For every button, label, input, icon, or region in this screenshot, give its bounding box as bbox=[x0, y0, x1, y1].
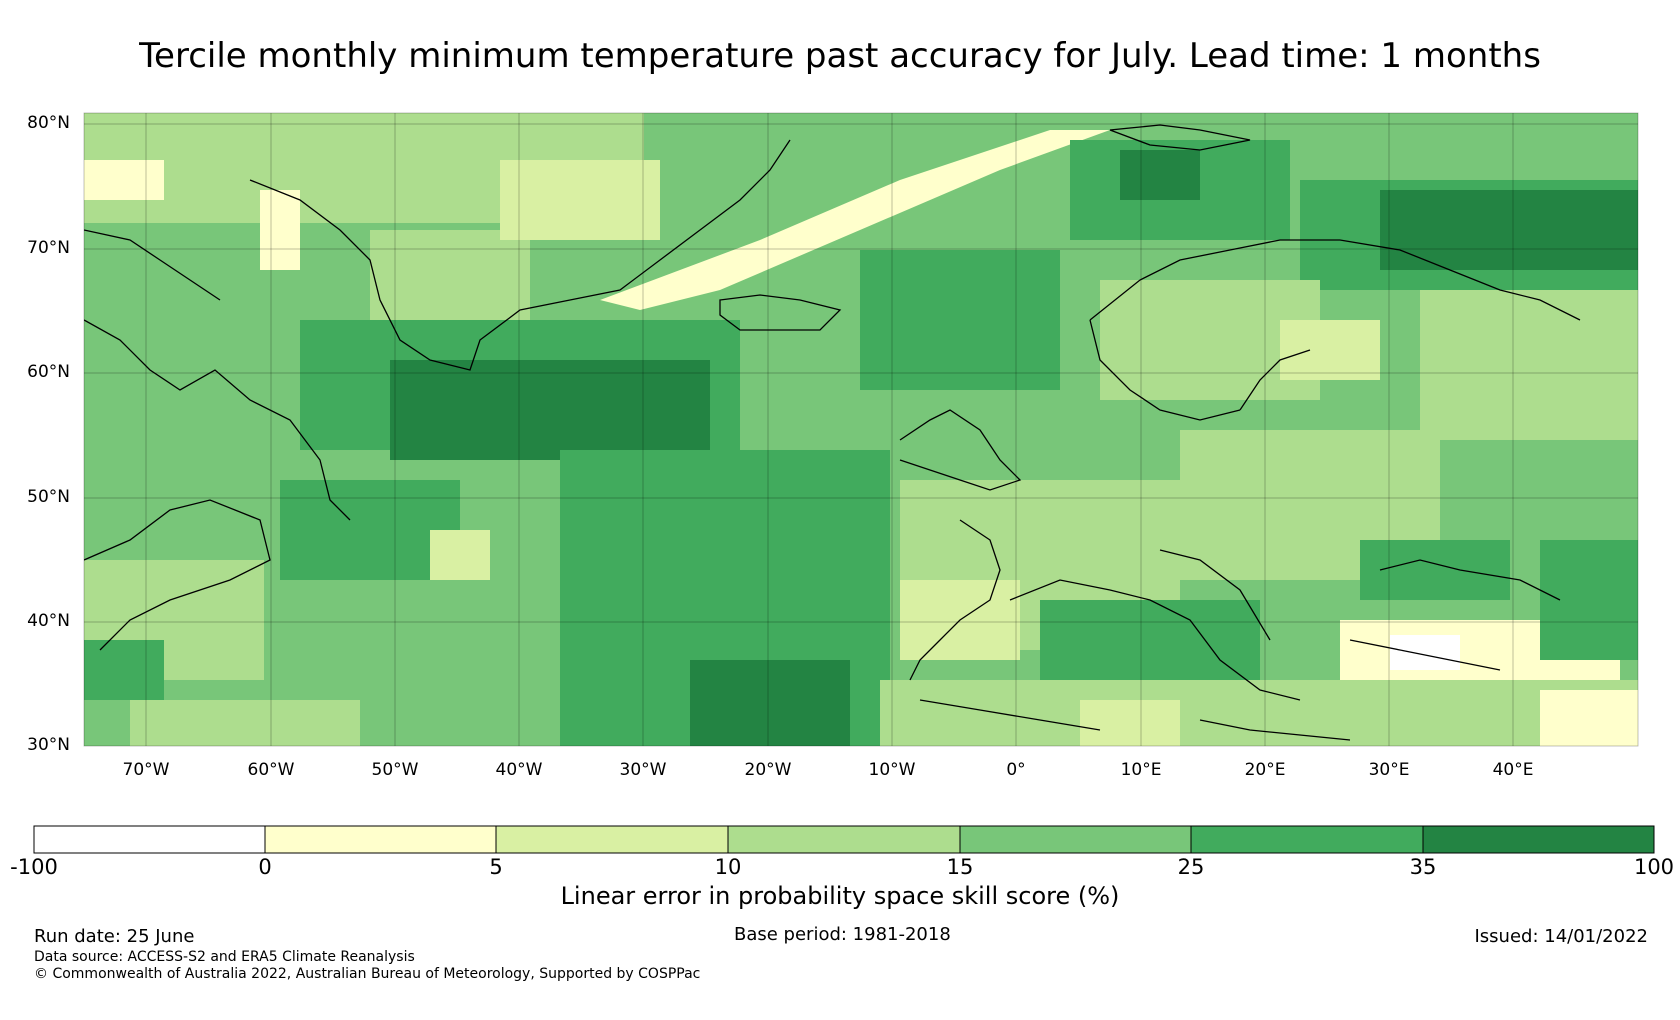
colorbar-tick: 10 bbox=[714, 855, 742, 879]
run-date: Run date: 25 June bbox=[34, 926, 195, 947]
lon-label: 40°W bbox=[495, 760, 543, 780]
lat-label: 30°N bbox=[27, 735, 70, 755]
colorbar-segment bbox=[728, 826, 960, 853]
lat-label: 60°N bbox=[27, 362, 70, 382]
lon-label: 0° bbox=[1006, 760, 1026, 780]
colorbar-tick: 100 bbox=[1633, 855, 1675, 879]
colorbar-tick: -100 bbox=[10, 855, 58, 879]
lon-label: 20°W bbox=[744, 760, 792, 780]
lon-label: 30°E bbox=[1368, 760, 1410, 780]
chart-title: Tercile monthly minimum temperature past… bbox=[139, 36, 1541, 76]
lon-label: 10°W bbox=[868, 760, 916, 780]
colorbar-segment bbox=[265, 826, 496, 853]
lon-label: 70°W bbox=[122, 760, 170, 780]
data-source: Data source: ACCESS-S2 and ERA5 Climate … bbox=[34, 949, 415, 965]
lon-label: 10°E bbox=[1120, 760, 1162, 780]
coastlines bbox=[84, 124, 1581, 741]
colorbar-tick: 35 bbox=[1409, 855, 1437, 879]
lon-label: 20°E bbox=[1244, 760, 1286, 780]
lat-label: 50°N bbox=[27, 487, 70, 507]
colorbar-segment bbox=[496, 826, 728, 853]
lon-label: 60°W bbox=[247, 760, 295, 780]
colorbar-segment bbox=[1191, 826, 1423, 853]
graticule bbox=[84, 113, 1638, 746]
colorbar-tick: 0 bbox=[258, 855, 272, 879]
colorbar-segment bbox=[960, 826, 1191, 853]
colorbar-tick: 25 bbox=[1177, 855, 1205, 879]
lon-label: 50°W bbox=[371, 760, 419, 780]
base-period: Base period: 1981-2018 bbox=[734, 924, 951, 945]
lat-label: 80°N bbox=[27, 113, 70, 133]
colorbar-segment bbox=[1423, 826, 1654, 853]
lon-label: 40°E bbox=[1492, 760, 1534, 780]
colorbar bbox=[33, 825, 1655, 854]
colorbar-segment bbox=[34, 826, 265, 853]
lat-label: 40°N bbox=[27, 611, 70, 631]
lat-label: 70°N bbox=[27, 238, 70, 258]
skill-shading bbox=[84, 113, 1638, 746]
colorbar-tick: 5 bbox=[489, 855, 503, 879]
lon-label: 30°W bbox=[619, 760, 667, 780]
colorbar-label: Linear error in probability space skill … bbox=[560, 882, 1120, 910]
copyright-notice: © Commonwealth of Australia 2022, Austra… bbox=[34, 966, 701, 982]
issued-date: Issued: 14/01/2022 bbox=[1474, 926, 1648, 947]
colorbar-tick: 15 bbox=[946, 855, 974, 879]
